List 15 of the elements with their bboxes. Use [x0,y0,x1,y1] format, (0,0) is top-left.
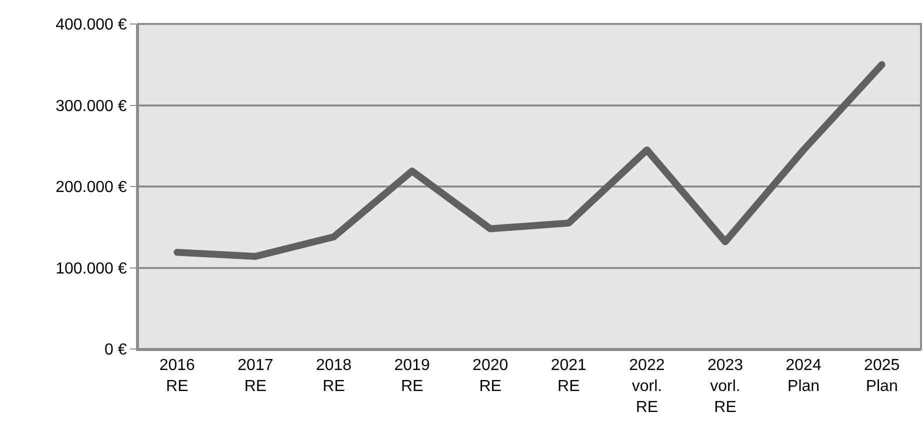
x-tick-label: 2016 RE [159,357,196,395]
x-tick-label: 2025 Plan [864,357,900,395]
y-tick-label: 400.000 € [56,16,127,34]
x-tick-label: 2020 RE [472,357,508,395]
x-tick-label: 2017 RE [238,357,274,395]
x-tick-label: 2019 RE [394,357,430,395]
x-tick-label: 2018 RE [316,357,352,395]
y-tick-label: 300.000 € [56,98,127,115]
x-tick-label: 2022 vorl. RE [629,357,665,416]
x-tick-label: 2023 vorl. RE [707,357,744,416]
y-tick-label: 100.000 € [56,260,127,278]
y-tick-label: 0 € [104,342,127,359]
x-tick-label: 2021 RE [550,357,587,395]
x-tick-label: 2024 Plan [786,357,822,395]
y-tick-label: 200.000 € [56,179,127,196]
